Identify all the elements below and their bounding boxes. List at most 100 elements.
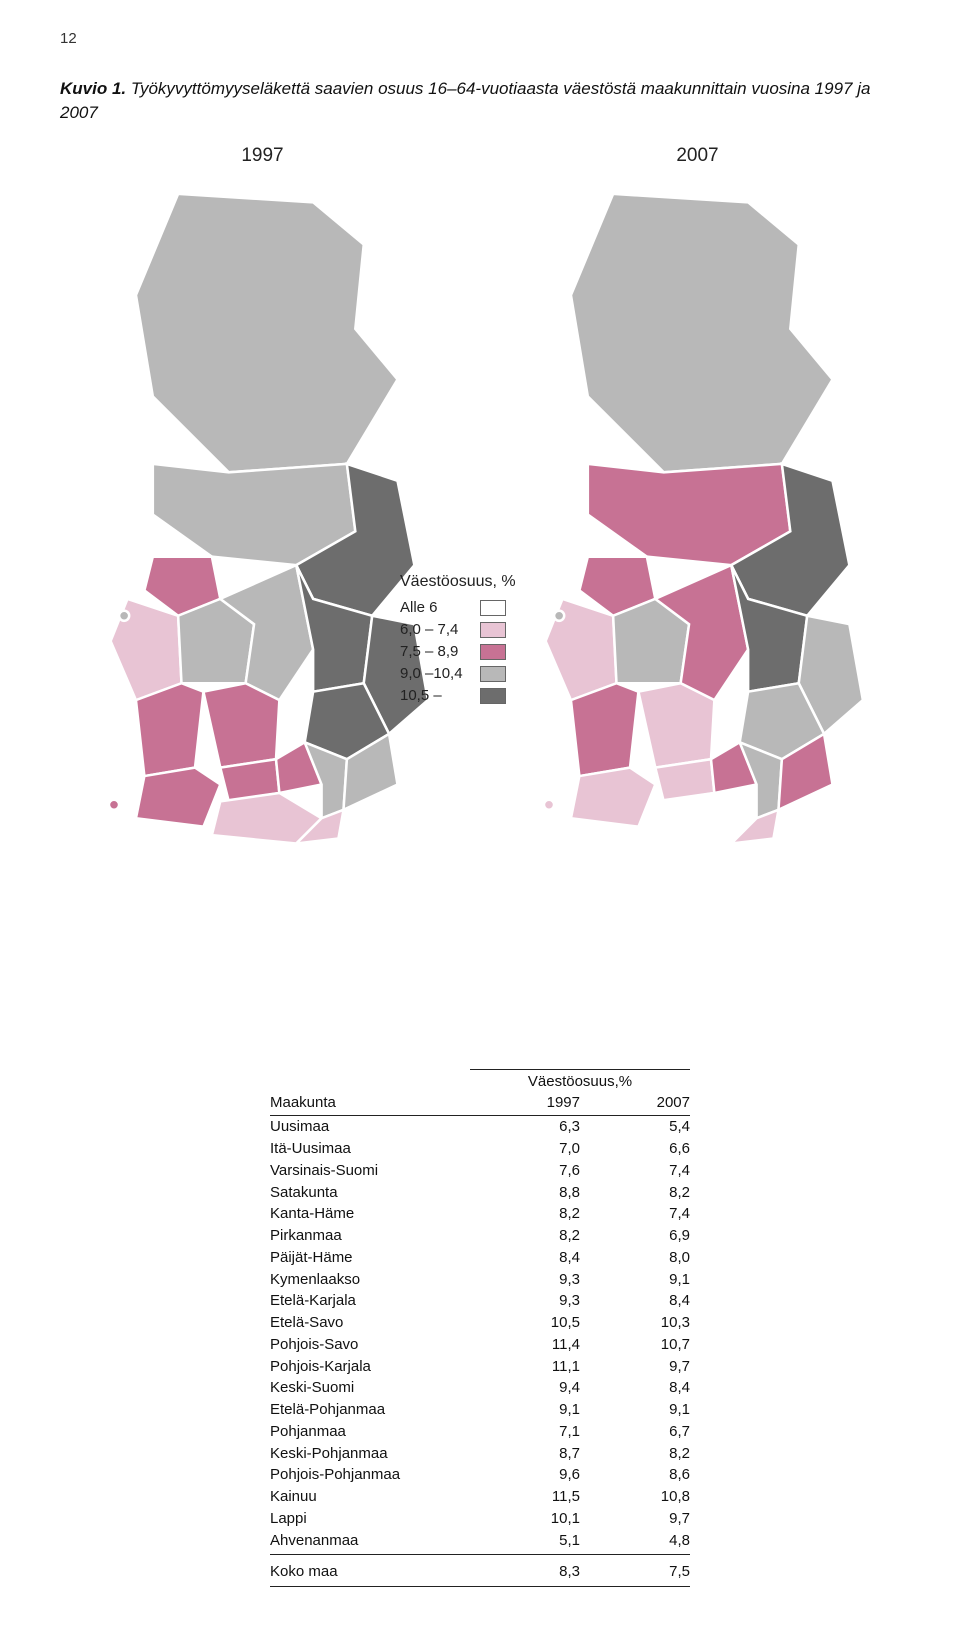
cell-1997: 11,4 [470,1334,580,1356]
table-row: Itä-Uusimaa7,06,6 [270,1138,690,1160]
legend-swatch [480,688,506,704]
region-lappi [136,193,398,471]
finland-map-1997-icon [60,177,465,869]
table-row: Uusimaa6,35,4 [270,1116,690,1138]
cell-region: Päijät-Häme [270,1247,470,1269]
cell-region: Pohjois-Savo [270,1334,470,1356]
cell-region: Etelä-Savo [270,1312,470,1334]
table-top-header: Väestöosuus,% [270,1069,690,1094]
cell-2007: 6,6 [580,1138,690,1160]
legend-item: 9,0 –10,4 [400,665,600,682]
table-row: Kymenlaakso9,39,1 [270,1269,690,1291]
cell-1997: 9,3 [470,1269,580,1291]
table-row: Keski-Suomi9,48,4 [270,1377,690,1399]
total-label: Koko maa [270,1560,470,1584]
legend-label: Alle 6 [400,599,480,616]
cell-1997: 9,1 [470,1399,580,1421]
table-row: Pohjanmaa7,16,7 [270,1421,690,1443]
cell-2007: 10,3 [580,1312,690,1334]
legend-label: 6,0 – 7,4 [400,621,480,638]
table-total-row: Koko maa 8,3 7,5 [270,1558,690,1587]
cell-2007: 8,6 [580,1464,690,1486]
region-pirkanmaa [638,683,714,767]
cell-1997: 8,2 [470,1225,580,1247]
legend-swatch [480,600,506,616]
cell-region: Pirkanmaa [270,1225,470,1247]
cell-region: Pohjois-Karjala [270,1356,470,1378]
heading-text: Työkyvyttömyyseläkettä saavien osuus 16–… [60,79,870,122]
cell-2007: 9,7 [580,1508,690,1530]
figure-heading: Kuvio 1. Työkyvyttömyyseläkettä saavien … [60,77,900,125]
region-ahvenanmaa [84,816,104,836]
cell-region: Keski-Suomi [270,1377,470,1399]
table-row: Kainuu11,510,8 [270,1486,690,1508]
legend-item: 10,5 – [400,687,600,704]
cell-region: Kanta-Häme [270,1203,470,1225]
legend-title: Väestöosuus, % [400,573,600,591]
legend-item: 7,5 – 8,9 [400,643,600,660]
cell-region: Keski-Pohjanmaa [270,1443,470,1465]
legend-item: Alle 6 [400,599,600,616]
total-2007: 7,5 [580,1560,690,1584]
region-lappi [571,193,833,471]
cell-2007: 10,7 [580,1334,690,1356]
data-table: Väestöosuus,% Maakunta 1997 2007 Uusimaa… [270,1069,690,1587]
cell-2007: 7,4 [580,1160,690,1182]
map-2007: 2007 [495,145,900,874]
table-row: Pirkanmaa8,26,9 [270,1225,690,1247]
legend-swatch [480,622,506,638]
th-region: Maakunta [270,1094,470,1111]
cell-2007: 9,7 [580,1356,690,1378]
cell-region: Varsinais-Suomi [270,1160,470,1182]
legend-label: 10,5 – [400,687,480,704]
cell-2007: 9,1 [580,1269,690,1291]
cell-1997: 5,1 [470,1530,580,1552]
cell-region: Pohjanmaa [270,1421,470,1443]
cell-2007: 4,8 [580,1530,690,1552]
legend: Väestöosuus, % Alle 6 6,0 – 7,4 7,5 – 8,… [60,573,600,704]
cell-1997: 9,6 [470,1464,580,1486]
finland-map-2007-icon [495,177,900,869]
page-number: 12 [60,30,900,47]
cell-2007: 8,4 [580,1290,690,1312]
region-ahvenanmaa [519,816,539,836]
table-row: Lappi10,19,7 [270,1508,690,1530]
island-dot-2 [109,799,119,809]
cell-region: Satakunta [270,1182,470,1204]
cell-1997: 7,0 [470,1138,580,1160]
cell-2007: 6,7 [580,1421,690,1443]
cell-1997: 7,1 [470,1421,580,1443]
cell-2007: 5,4 [580,1116,690,1138]
cell-2007: 8,2 [580,1182,690,1204]
legend-swatch [480,666,506,682]
cell-region: Etelä-Pohjanmaa [270,1399,470,1421]
region-varsinais-suomi [571,767,655,826]
table-header-top: Väestöosuus,% [470,1069,690,1090]
legend-item: 6,0 – 7,4 [400,621,600,638]
island-dot-2 [544,799,554,809]
legend-label: 7,5 – 8,9 [400,643,480,660]
region-varsinais-suomi [136,767,220,826]
cell-2007: 6,9 [580,1225,690,1247]
cell-region: Lappi [270,1508,470,1530]
cell-region: Pohjois-Pohjanmaa [270,1464,470,1486]
cell-region: Ahvenanmaa [270,1530,470,1552]
cell-region: Kymenlaakso [270,1269,470,1291]
cell-2007: 8,2 [580,1443,690,1465]
cell-region: Itä-Uusimaa [270,1138,470,1160]
cell-region: Etelä-Karjala [270,1290,470,1312]
table-row: Päijät-Häme8,48,0 [270,1247,690,1269]
cell-1997: 8,8 [470,1182,580,1204]
legend-label: 9,0 –10,4 [400,665,480,682]
legend-swatch [480,644,506,660]
table-body: Uusimaa6,35,4Itä-Uusimaa7,06,6Varsinais-… [270,1116,690,1551]
table-row: Pohjois-Savo11,410,7 [270,1334,690,1356]
th-1997: 1997 [470,1094,580,1111]
table-row: Satakunta8,88,2 [270,1182,690,1204]
table-row: Ahvenanmaa5,14,8 [270,1530,690,1552]
table-row: Etelä-Savo10,510,3 [270,1312,690,1334]
map-year-left: 1997 [60,145,465,167]
heading-kuvio: Kuvio 1. [60,79,126,98]
table-row: Etelä-Pohjanmaa9,19,1 [270,1399,690,1421]
cell-1997: 7,6 [470,1160,580,1182]
